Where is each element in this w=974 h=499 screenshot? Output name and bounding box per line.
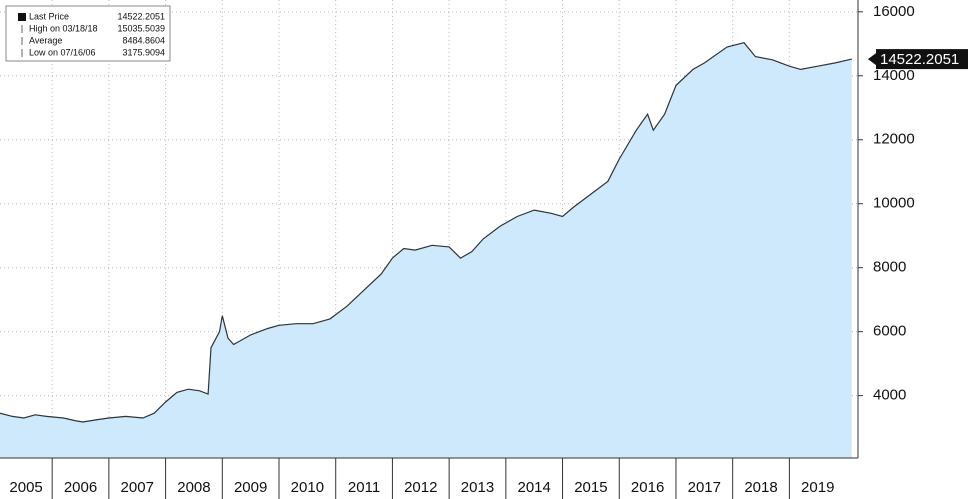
y-tick-label: 16000 [873,3,915,20]
legend-box [5,5,171,62]
x-tick-label: 2012 [404,479,437,496]
legend-value: 15035.5039 [117,23,165,33]
x-tick-label: 2013 [461,479,494,496]
legend-value: 8484.8604 [122,35,165,45]
x-tick-label: 2009 [234,479,267,496]
legend-value: 3175.9094 [122,47,165,57]
x-tick-label: 2017 [688,479,721,496]
legend-swatch [18,13,26,21]
x-tick-label: 2018 [744,479,777,496]
y-tick-label: 14000 [873,67,915,84]
legend-label: High on 03/18/18 [29,23,98,33]
y-tick-label: 10000 [873,195,915,212]
legend-label: Last Price [29,11,69,21]
y-tick-label: 4000 [873,387,906,404]
x-tick-label: 2011 [348,479,380,496]
x-tick-label: 2008 [177,479,210,496]
x-tick-label: 2019 [801,479,834,496]
x-tick-label: 2007 [121,479,154,496]
x-tick-label: 2014 [518,479,551,496]
x-tick-label: 2016 [631,479,664,496]
y-tick-label: 8000 [873,259,906,276]
line [0,42,852,423]
legend-label: Low on 07/16/06 [29,47,96,57]
x-tick-label: 2006 [64,479,97,496]
y-tick-label: 6000 [873,323,906,340]
x-tick-label: 2010 [291,479,324,496]
x-tick-label: 2005 [9,479,42,496]
legend-value: 14522.2051 [117,11,165,21]
last-price-tag [876,49,968,70]
last-price-label: 14522.2051 [880,51,959,68]
legend-label: Average [29,35,62,45]
y-tick-label: 12000 [873,131,915,148]
last-price-pointer [868,53,876,66]
area [0,42,852,458]
x-tick-label: 2015 [574,479,607,496]
